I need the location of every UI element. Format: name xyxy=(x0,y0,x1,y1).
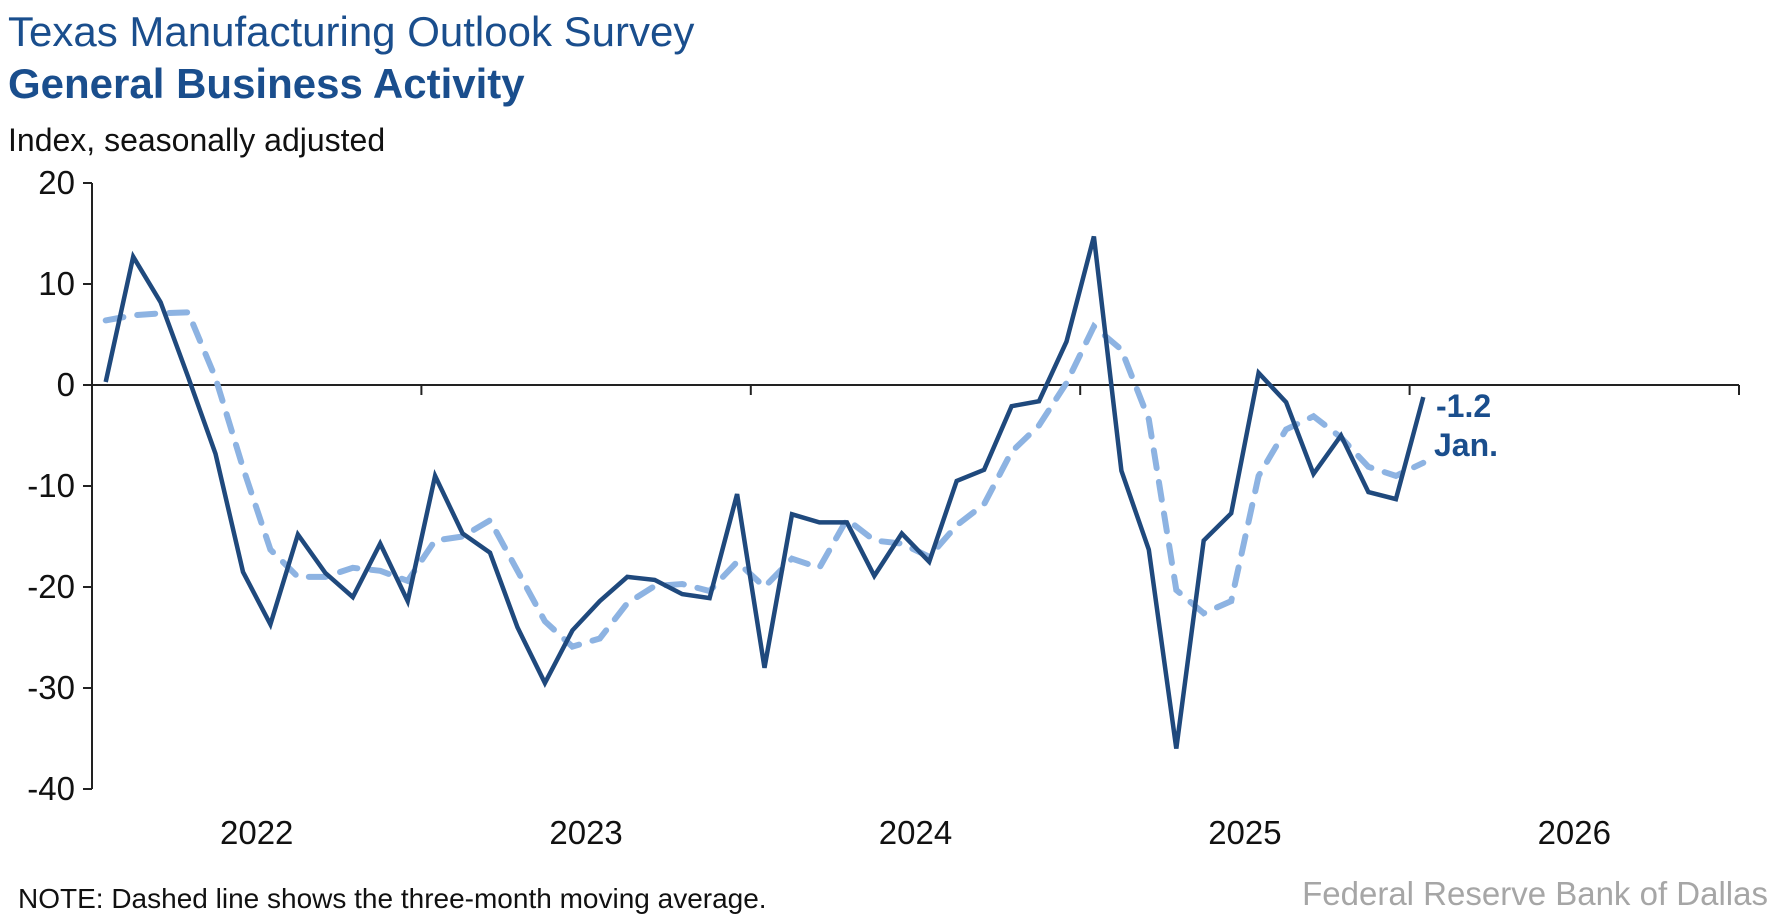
x-tick-label: 2024 xyxy=(879,814,952,851)
y-tick-label: 0 xyxy=(57,366,75,403)
chart-supertitle: Texas Manufacturing Outlook Survey xyxy=(8,8,695,55)
series-group xyxy=(102,235,1427,749)
index-line xyxy=(103,235,1426,749)
y-tick-label: 10 xyxy=(38,265,75,302)
source-credit: Federal Reserve Bank of Dallas xyxy=(1302,875,1768,912)
moving-average-line xyxy=(102,309,1427,650)
chart-title: General Business Activity xyxy=(8,60,525,107)
footnote: NOTE: Dashed line shows the three-month … xyxy=(18,883,767,914)
x-tick-label: 2025 xyxy=(1208,814,1281,851)
x-tick-label: 2023 xyxy=(549,814,622,851)
y-tick-label: 20 xyxy=(38,164,75,201)
annotation-label: Jan. xyxy=(1434,427,1498,463)
axes: 20 10 0 -10 -20 -30 -40 2022 2023 2024 2025 2026 xyxy=(27,164,1740,851)
annotation-value: -1.2 xyxy=(1436,388,1491,424)
y-tick-label: -20 xyxy=(27,568,75,605)
y-tick-label: -10 xyxy=(27,467,75,504)
y-tick-label: -30 xyxy=(27,669,75,706)
x-tick-label: 2022 xyxy=(220,814,293,851)
y-tick-label: -40 xyxy=(27,770,75,807)
x-tick-label: 2026 xyxy=(1538,814,1611,851)
y-axis-label: Index, seasonally adjusted xyxy=(8,122,386,158)
